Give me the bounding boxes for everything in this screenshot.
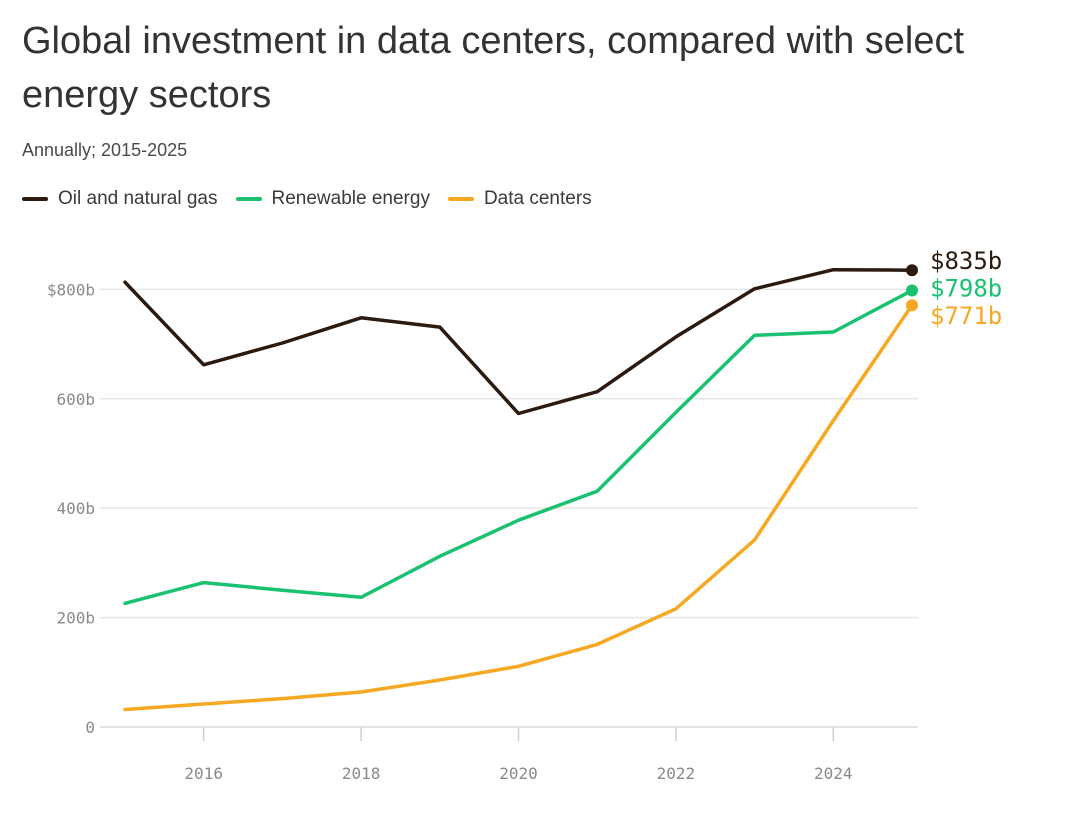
legend-label-datacenters: Data centers	[483, 188, 592, 209]
series-line-datacenters	[123, 303, 914, 712]
series-end-dot-datacenters	[906, 299, 918, 312]
legend-swatch-renewable	[235, 197, 262, 201]
series-end-dot-oil	[906, 264, 918, 277]
y-tick-label: 400b	[56, 499, 95, 518]
y-tick-label: $800b	[47, 280, 95, 299]
y-tick-label: 600b	[56, 390, 95, 409]
grid-layer	[100, 288, 918, 728]
legend-item-datacenters: Data centers	[447, 188, 592, 210]
end-label-datacenters: $771b	[930, 302, 1002, 330]
y-tick-label: 0	[85, 718, 95, 737]
axis-layer: 0 200b 400b 600b $800b 2016 2018 2020 2022 2024	[47, 280, 853, 783]
x-tick-label: 2024	[814, 764, 853, 783]
end-label-oil: $835b	[930, 247, 1002, 275]
legend-item-oil: Oil and natural gas	[22, 188, 218, 210]
x-tick-label: 2022	[657, 764, 696, 783]
series-line-oil	[123, 267, 914, 416]
series-layer	[123, 264, 918, 712]
legend-item-renewable: Renewable energy	[235, 188, 430, 210]
legend-swatch-oil	[22, 197, 48, 201]
series-line-renewable	[123, 288, 914, 606]
legend-swatch-datacenters	[447, 197, 474, 201]
x-tick-label: 2020	[499, 764, 538, 783]
legend: Oil and natural gas Renewable energy Dat…	[22, 188, 610, 210]
end-label-renewable: $798b	[930, 274, 1002, 302]
series-end-dot-renewable	[906, 284, 918, 297]
x-tick-label: 2016	[184, 764, 223, 783]
y-tick-label: 200b	[56, 609, 95, 628]
chart-subtitle: Annually; 2015-2025	[22, 140, 188, 160]
legend-label-renewable: Renewable energy	[271, 188, 430, 209]
chart-title: Global investment in data centers, compa…	[22, 20, 965, 116]
end-label-layer: $835b$798b$771b	[930, 247, 1002, 330]
legend-label-oil: Oil and natural gas	[58, 188, 218, 209]
x-tick-label: 2018	[342, 764, 381, 783]
